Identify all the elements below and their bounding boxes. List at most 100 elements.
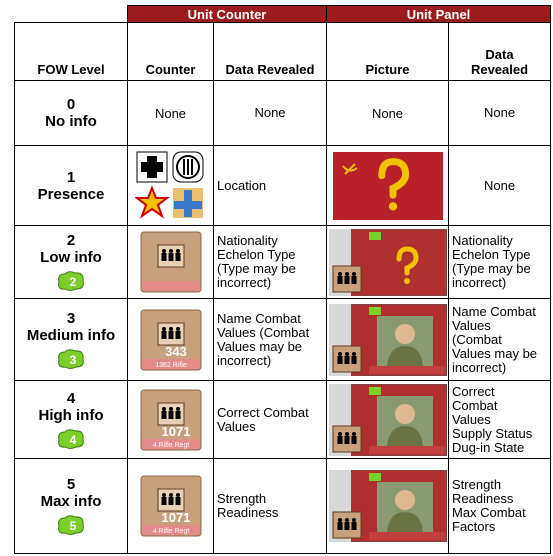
figure-head [344,351,349,356]
figure-body [161,410,166,419]
text-line: Max Combat [452,505,526,520]
picture-cell: None [326,80,449,146]
question-mark [396,245,419,275]
text-line: Readiness [217,505,279,520]
column-header-row: FOW Level Counter Data Revealed Picture Data… [14,22,552,81]
figure-head [351,271,356,276]
badge-number: 5 [70,519,77,533]
level-name: No info [45,113,97,130]
counter-strip [141,281,200,291]
figure-head [161,326,166,331]
figure-head [175,493,180,497]
text-line: Correct [452,383,495,399]
picture-cell [326,225,449,299]
panel-badge [368,386,381,395]
figure-body [337,522,342,530]
text-line: incorrect) [452,275,507,290]
level-name: Max info [40,493,102,510]
figure-head [161,406,166,411]
figure-head [168,326,173,331]
level-name: Presence [37,185,105,203]
badge-shape [58,428,84,449]
level-row: 1 Presence Location None [14,145,552,226]
figure-body [161,253,166,261]
counter-data-cell: Name Combat Values (Combat Values may be in… [213,298,327,381]
text-line: Data [485,47,514,62]
column-header: Data Revealed [447,22,552,81]
figure-body [168,410,173,419]
panel-data-cell: Strength Readiness Max Combat Factors [447,458,552,554]
figure-head [168,249,173,253]
flag-picture [332,151,443,220]
presence-icons [134,151,203,219]
counter-cell [127,145,214,226]
counter-data-cell: Location [213,145,327,226]
counter-icon: 1071 4 Rifle Regt [140,475,201,537]
counter-strip [141,525,200,535]
column-header: Counter [127,22,214,81]
text-line: incorrect) [452,359,507,375]
level-number: 4 [66,389,76,407]
figure-body [337,435,342,444]
level-row: 4 High info 4 1071 4 Rifle Regt Correct Comba… [14,380,552,459]
fow-badge: 2 [58,271,84,291]
text-line: Values [452,317,491,333]
text-line: Values may be [452,345,538,361]
badge-shape [58,348,84,369]
level-name: High info [38,406,104,424]
figure-body [344,435,349,444]
figure-body [344,275,349,284]
figure-body [175,410,180,419]
figure-head [351,431,356,436]
counter-icon: 1071 4 Rifle Regt [140,389,201,450]
text-line: (Type may be [217,261,296,276]
figure-body [161,330,166,339]
counter-strip [141,438,200,449]
fow-table: Unit Counter Unit Panel FOW Level Counter Da… [14,5,552,554]
level-row: 3 Medium info 3 343 1362 Rifle Name Combat Val… [14,298,552,381]
unit-panel-picture [328,303,447,376]
badge-number: 3 [70,353,77,367]
question-dot [403,277,410,284]
axis-bars [182,158,193,175]
figure-head [175,406,180,411]
figure-body [344,522,349,530]
figure-head [337,431,342,436]
counter-cell: 1071 4 Rifle Regt [127,458,214,554]
figure-head [351,518,356,522]
text-line: Readiness [452,491,514,506]
counter-strip [141,358,200,369]
counter-icon [140,231,201,293]
column-header: Data Revealed [213,22,327,81]
text-line: incorrect) [217,275,272,290]
figure-head [337,518,342,522]
text-line: None [254,105,286,120]
level-number: 5 [66,476,76,493]
portrait-face [394,403,415,424]
figure-body [168,253,173,261]
panel-badge [368,473,381,481]
counter-data-cell: None [213,80,327,146]
figure-body [344,355,349,364]
figure-head [175,249,180,253]
counter-number: 1071 [161,424,190,439]
figure-head [344,431,349,436]
level-name: Low info [40,249,102,266]
counter-number: 1071 [161,510,190,525]
panel-data-cell: Name Combat Values (Combat Values may be inc… [447,298,552,381]
figure-head [168,493,173,497]
text-line: Echelon Type [452,247,531,262]
allied-cross [173,189,202,217]
unit-panel-picture [328,470,447,542]
counter-data-cell: Correct Combat Values [213,380,327,459]
text-line: Name Combat [452,303,536,319]
figure-body [351,522,356,530]
counter-data-cell: Nationality Echelon Type (Type may be incor… [213,225,327,299]
figure-body [337,355,342,364]
figure-head [337,271,342,276]
level-name: Medium info [26,326,116,344]
picture-cell [326,380,449,459]
text-line: Name Combat [217,310,301,326]
text-line: Values may be [217,338,303,354]
